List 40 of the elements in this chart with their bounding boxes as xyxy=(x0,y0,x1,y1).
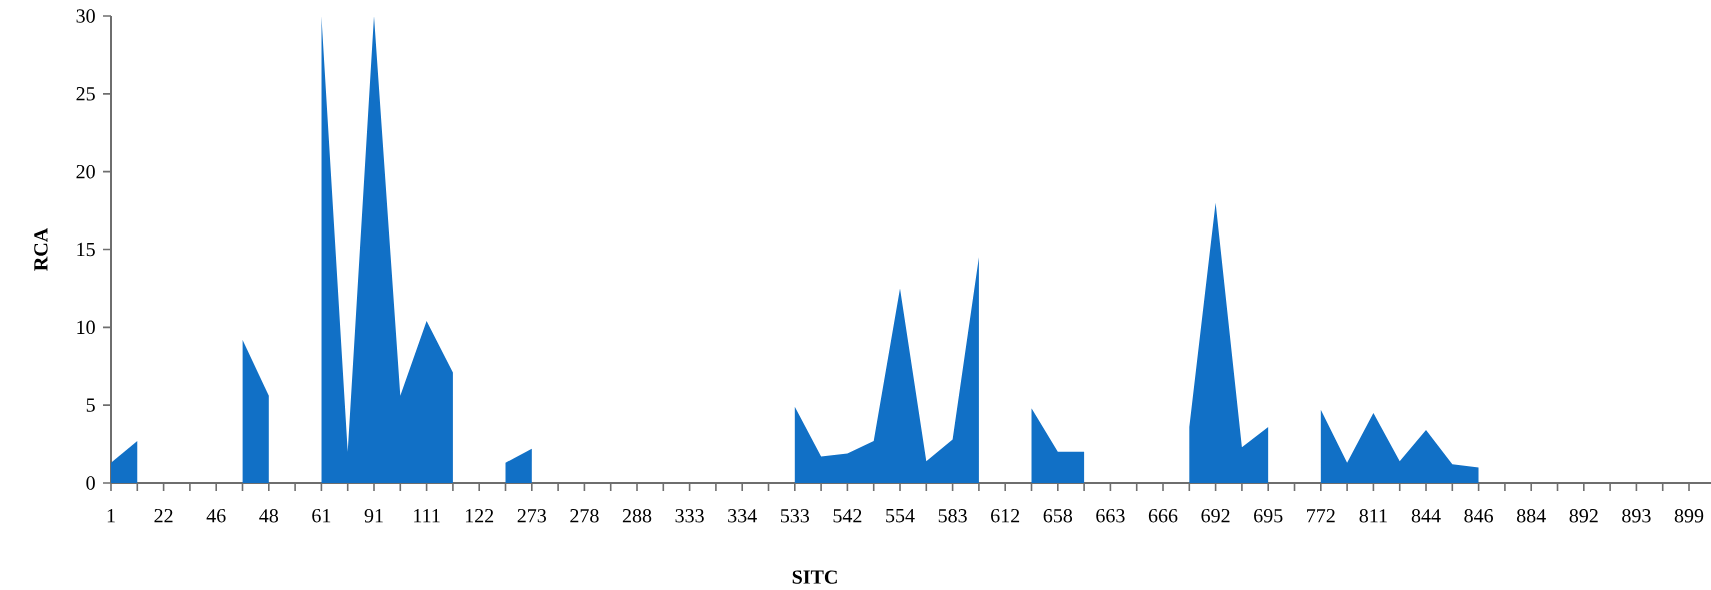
x-tick-label: 48 xyxy=(259,509,279,523)
y-axis-title: RCA xyxy=(34,228,48,271)
y-tick-label: 10 xyxy=(77,320,95,335)
x-tick-label: 612 xyxy=(991,509,1020,523)
x-tick-label: 533 xyxy=(780,509,810,523)
x-tick-label: 583 xyxy=(938,509,967,523)
x-tick-label: 554 xyxy=(886,509,915,523)
y-tick-label: 25 xyxy=(76,87,95,101)
x-tick-label: 46 xyxy=(206,509,226,523)
x-tick-label: 893 xyxy=(1622,509,1651,523)
x-tick-label: 1 xyxy=(107,509,115,523)
x-tick-label: 273 xyxy=(517,509,547,523)
x-tick-label: 663 xyxy=(1096,509,1125,523)
x-tick-label: 122 xyxy=(465,509,494,523)
y-tick-label: 15 xyxy=(77,242,95,257)
x-tick-label: 91 xyxy=(364,509,383,523)
y-tick-label: 5 xyxy=(86,398,95,412)
y-tick-label: 0 xyxy=(86,476,95,490)
x-tick-label: 892 xyxy=(1569,509,1598,523)
x-tick-label: 334 xyxy=(728,509,757,523)
x-tick-label: 666 xyxy=(1148,509,1178,523)
x-tick-label: 111 xyxy=(414,509,440,523)
x-tick-label: 658 xyxy=(1043,509,1073,523)
x-tick-label: 542 xyxy=(833,509,862,523)
x-tick-label: 333 xyxy=(675,509,704,523)
x-tick-label: 692 xyxy=(1201,509,1230,523)
x-tick-label: 772 xyxy=(1307,509,1335,523)
x-tick-label: 899 xyxy=(1674,509,1704,523)
x-tick-label: 22 xyxy=(154,509,173,523)
x-tick-label: 844 xyxy=(1411,509,1441,523)
x-tick-label: 884 xyxy=(1516,509,1546,523)
x-tick-label: 846 xyxy=(1464,509,1494,523)
x-axis-title: SITC xyxy=(792,570,837,584)
x-tick-label: 695 xyxy=(1254,509,1283,523)
x-tick-label: 278 xyxy=(570,509,599,523)
x-tick-label: 61 xyxy=(312,509,331,523)
y-tick-label: 20 xyxy=(76,164,95,179)
y-tick-label: 30 xyxy=(76,9,95,23)
x-tick-label: 811 xyxy=(1359,509,1387,523)
x-tick-label: 288 xyxy=(622,509,652,523)
